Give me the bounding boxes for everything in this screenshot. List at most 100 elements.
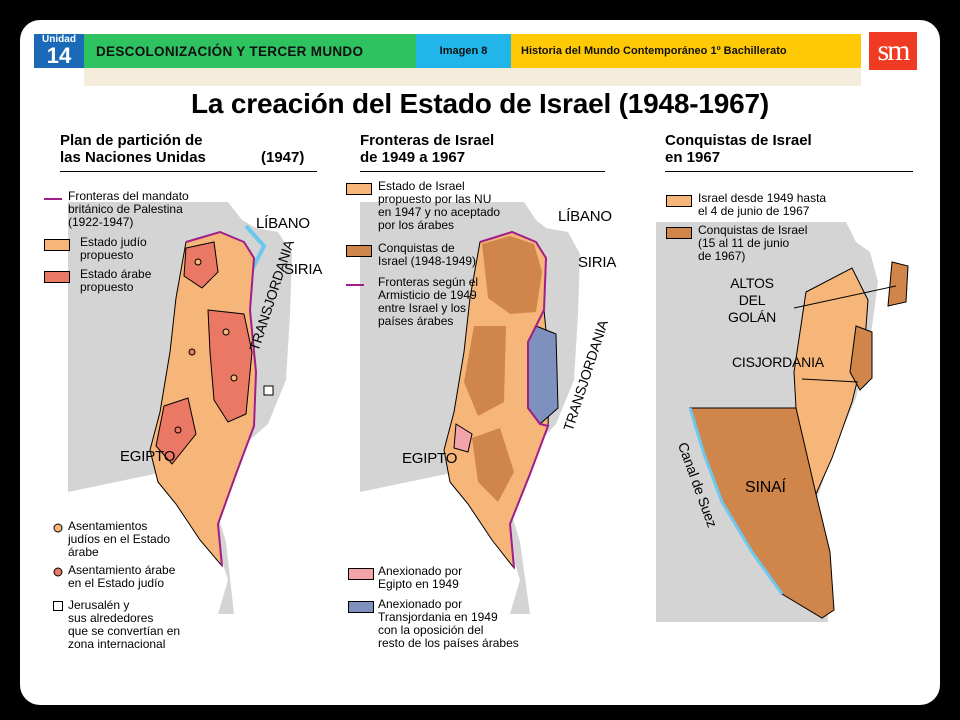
jerusalem-square-icon — [53, 601, 63, 611]
conquests-1948-swatch — [346, 245, 372, 257]
jerusalem-zone — [263, 385, 274, 396]
publisher-logo: sm — [869, 32, 917, 70]
mandate-border-swatch — [44, 198, 62, 200]
settlement-dot — [174, 426, 182, 434]
westbank-leader-line — [801, 378, 859, 383]
legend-conq67-l2: (15 al 11 de junio — [698, 236, 790, 250]
settlement-dot — [222, 328, 230, 336]
settlement-jewish-icon — [53, 523, 63, 533]
legend-un-l3: en 1947 y no aceptado — [378, 205, 501, 219]
legend-egypt-annexed: Anexionado por Egipto en 1949 — [378, 565, 462, 591]
legend-un-l1: Estado de Israel — [378, 179, 465, 193]
course-label: Historia del Mundo Contemporáneo 1º Bach… — [511, 34, 861, 68]
legend-israel-l1: Israel desde 1949 hasta — [698, 191, 827, 205]
legend-conq-l1: Conquistas de — [378, 241, 455, 255]
legend-un-l4: por los árabes — [378, 218, 455, 232]
legend-jerusalem-l4: zona internacional — [68, 637, 166, 651]
egypt-annexed — [453, 423, 473, 453]
settlement-dot — [194, 258, 202, 266]
legend-tj-l2: Transjordania en 1949 — [378, 610, 498, 624]
legend-egypt-l1: Anexionado por — [378, 564, 463, 578]
label-syria: SIRIA — [284, 261, 323, 278]
legend-armistice-l2: Armisticio de 1949 — [378, 288, 477, 302]
legend-armistice-l4: países árabes — [378, 314, 454, 328]
legend-jerusalem: Jerusalén y sus alrededores que se conve… — [68, 599, 180, 651]
golan-leader-line — [793, 285, 897, 309]
legend-settle-arab-l2: en el Estado judío — [68, 576, 165, 590]
legend-tj-l1: Anexionado por — [378, 597, 463, 611]
legend-jerusalem-l1: Jerusalén y — [68, 598, 130, 612]
label-golan: ALTOS DEL GOLÁN — [728, 275, 776, 326]
settlement-dot — [188, 348, 196, 356]
legend-arab-state: Estado árabe propuesto — [80, 268, 151, 294]
israel-1949-swatch — [666, 195, 692, 207]
legend-jewish-l1: Estado judío — [80, 235, 147, 249]
panel3-rule — [665, 171, 913, 172]
unit-label: Unidad — [42, 34, 76, 45]
partition-map — [68, 202, 324, 614]
land-area — [816, 222, 912, 622]
legend-armistice-l3: entre Israel y los — [378, 301, 467, 315]
header-band: Unidad 14 DESCOLONIZACIÓN Y TERCER MUNDO… — [34, 32, 932, 92]
legend-mandate-l1: Fronteras del mandato — [68, 189, 189, 203]
legend-jewish-l2: propuesto — [80, 248, 134, 262]
image-label: Imagen 8 — [416, 34, 511, 68]
mandate-border-line — [185, 230, 258, 567]
legend-settle-jew-l1: Asentamientos — [68, 519, 148, 533]
arab-state-swatch — [44, 271, 70, 283]
panel1-heading: Plan de partición de las Naciones Unidas — [60, 132, 206, 166]
legend-tj-l4: resto de los países árabes — [378, 636, 519, 650]
land-area — [214, 202, 324, 614]
legend-armistice: Fronteras según el Armisticio de 1949 en… — [378, 276, 478, 328]
panel3-heading-line2: en 1967 — [665, 149, 721, 166]
settlement-dot — [230, 374, 238, 382]
legend-armistice-l1: Fronteras según el — [378, 275, 479, 289]
panel1-heading-line1: Plan de partición de — [60, 132, 203, 149]
suez-water — [688, 407, 784, 595]
panel2-heading-line1: Fronteras de Israel — [360, 132, 495, 149]
legend-conq67-l3: de 1967) — [698, 249, 746, 263]
armistice-border — [479, 230, 550, 569]
panel3-heading: Conquistas de Israel en 1967 — [665, 132, 812, 166]
label-sinai: SINAÍ — [745, 479, 786, 496]
unit-badge: Unidad 14 — [34, 34, 84, 68]
legend-tj-l3: con la oposición del — [378, 623, 484, 637]
panel2-heading-line2: de 1949 a 1967 — [360, 149, 466, 166]
conquests-1967-map — [656, 222, 912, 622]
legend-settle-jew-l2: judíos en el Estado — [68, 532, 171, 546]
legend-conq-l2: Israel (1948-1949) — [378, 254, 477, 268]
legend-egypt-l2: Egipto en 1949 — [378, 577, 459, 591]
legend-mandate-l3: (1922-1947) — [68, 215, 134, 229]
panel1-year: (1947) — [261, 149, 305, 166]
transjordan-annexed-swatch — [348, 601, 374, 613]
legend-arab-l2: propuesto — [80, 280, 134, 294]
legend-transjordan-annexed: Anexionado por Transjordania en 1949 con… — [378, 598, 519, 650]
egypt-annexed-swatch — [348, 568, 374, 580]
legend-jerusalem-l3: que se convertían en — [68, 624, 181, 638]
arab-state-area-east — [207, 309, 253, 423]
legend-israel-1949: Israel desde 1949 hasta el 4 de junio de… — [698, 192, 826, 218]
label-golan-l1: ALTOS — [730, 275, 774, 291]
header-underbar — [84, 68, 861, 86]
transjordan-annexed — [527, 325, 559, 425]
label-westbank: CISJORDANIA — [732, 354, 824, 370]
label-egypt: EGIPTO — [402, 450, 458, 467]
conquests-center — [464, 326, 506, 416]
legend-jewish-state: Estado judío propuesto — [80, 236, 147, 262]
label-egypt: EGIPTO — [120, 448, 176, 465]
page-title: La creación del Estado de Israel (1948-1… — [191, 88, 769, 119]
conquests-south — [472, 428, 514, 502]
legend-un-l2: propuesto por las NU — [378, 192, 492, 206]
land-area — [508, 202, 610, 614]
unit-number: 14 — [46, 43, 72, 68]
label-golan-l3: GOLÁN — [728, 309, 777, 325]
legend-conq67-l1: Conquistas de Israel — [698, 223, 808, 237]
arab-state-area-north — [183, 241, 219, 289]
jewish-state-swatch — [44, 239, 70, 251]
un-israel-swatch — [346, 183, 372, 195]
legend-settle-jew-l3: árabe — [68, 545, 99, 559]
label-lebanon: LÍBANO — [256, 215, 310, 232]
legend-arab-l1: Estado árabe — [80, 267, 152, 281]
label-golan-l2: DEL — [738, 292, 766, 308]
panel2-heading: Fronteras de Israel de 1949 a 1967 — [360, 132, 494, 166]
